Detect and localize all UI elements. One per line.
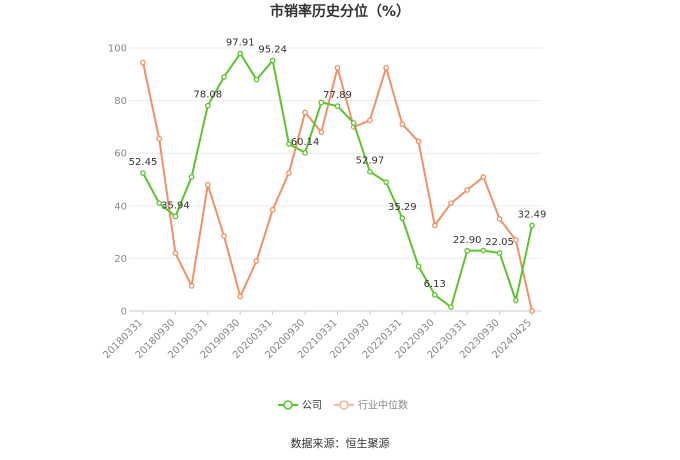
data-label: 78.08 (194, 90, 223, 101)
data-point (172, 213, 179, 220)
data-point (286, 141, 292, 147)
data-point (464, 247, 471, 254)
data-label: 52.45 (129, 157, 158, 168)
data-point (496, 250, 503, 256)
y-tick-label: 80 (114, 96, 127, 107)
y-tick-label: 20 (114, 254, 127, 265)
y-tick-label: 0 (121, 307, 127, 318)
data-point (286, 170, 292, 176)
y-tick-label: 60 (114, 149, 127, 160)
data-label: 35.29 (388, 202, 417, 213)
y-tick-label: 40 (114, 201, 127, 212)
data-point (140, 170, 146, 176)
data-label: 77.89 (323, 90, 352, 101)
data-label: 6.13 (424, 279, 446, 290)
data-point (383, 64, 389, 71)
data-point (529, 308, 535, 314)
data-point (318, 129, 325, 136)
data-point (318, 99, 325, 106)
legend-item-1[interactable]: 行业中位数 (334, 399, 408, 412)
data-point (334, 103, 341, 109)
data-label: 22.90 (453, 235, 482, 246)
data-point (448, 304, 454, 310)
data-point (480, 174, 487, 180)
data-point (253, 258, 260, 264)
legend-label: 公司 (302, 401, 322, 412)
data-point (367, 117, 373, 124)
data-label: 52.97 (356, 156, 385, 167)
data-point (221, 74, 227, 80)
data-point (350, 120, 357, 126)
legend[interactable]: 公司 行业中位数 (278, 399, 408, 412)
y-tick-label: 100 (108, 44, 127, 55)
data-point (302, 149, 308, 156)
series-0 (140, 50, 535, 310)
data-point (415, 138, 422, 145)
data-point (237, 293, 244, 300)
data-point (188, 283, 195, 289)
data-point (512, 297, 519, 304)
legend-swatch-marker (283, 400, 293, 410)
data-point (399, 215, 406, 222)
data-label: 95.24 (258, 45, 287, 56)
data-label: 22.05 (485, 237, 514, 248)
data-point (204, 181, 211, 188)
data-point (221, 233, 227, 239)
legend-label: 行业中位数 (358, 399, 408, 412)
data-point (496, 216, 503, 222)
data-point (237, 50, 244, 57)
data-point (156, 200, 163, 207)
legend-swatch-marker (339, 400, 349, 410)
data-point (431, 292, 438, 298)
data-point (204, 102, 211, 109)
series-1 (140, 59, 535, 314)
data-point (464, 187, 471, 193)
data-point (140, 59, 146, 66)
data-point (431, 222, 438, 229)
data-label: 32.49 (518, 210, 547, 221)
data-point (269, 206, 276, 213)
data-label: 35.94 (161, 200, 190, 211)
data-point (367, 168, 373, 175)
data-point (188, 174, 195, 180)
data-point (480, 247, 487, 254)
data-label: 97.91 (226, 37, 255, 48)
series (140, 50, 535, 314)
x-axis-ticks: 2018033120180930201903312019093020200331… (101, 311, 534, 361)
data-point (512, 237, 519, 243)
data-point (156, 135, 163, 142)
data-point (172, 250, 179, 256)
data-point (253, 76, 260, 83)
data-point (269, 57, 276, 64)
data-point (448, 200, 454, 207)
chart-title: 市销率历史分位（%） (270, 3, 410, 20)
data-source: 数据来源：恒生聚源 (291, 436, 390, 450)
data-label: 60.14 (291, 137, 320, 148)
legend-item-0[interactable]: 公司 (278, 400, 322, 412)
data-point (399, 121, 406, 128)
data-point (302, 109, 308, 116)
data-point (383, 179, 389, 185)
data-point (415, 263, 422, 270)
data-point (529, 222, 535, 229)
y-axis-ticks: 0 20 40 60 80 100 (108, 44, 127, 318)
data-point (334, 64, 341, 71)
